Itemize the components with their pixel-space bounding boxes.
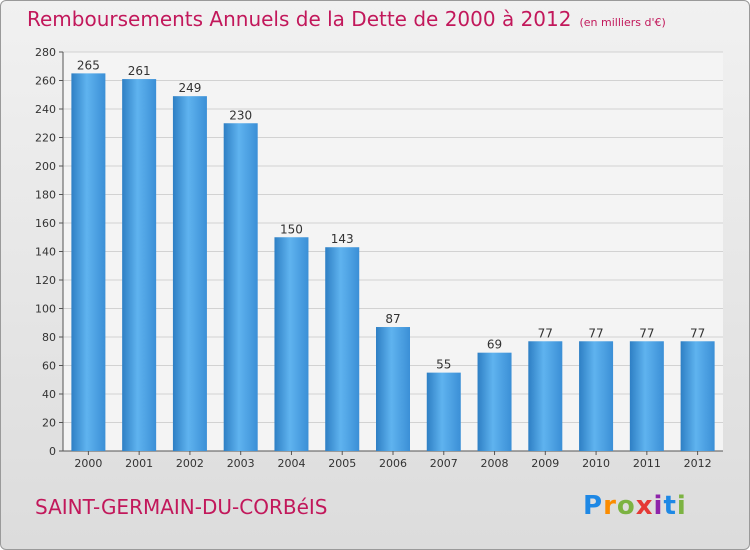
bar-2008 bbox=[477, 352, 512, 451]
title-text: Remboursements Annuels de la Dette de 20… bbox=[27, 7, 572, 31]
y-tick-label: 160 bbox=[35, 217, 56, 230]
data-label: 55 bbox=[436, 358, 451, 372]
data-label: 261 bbox=[128, 64, 151, 78]
y-tick-label: 40 bbox=[42, 388, 56, 401]
bar-2002 bbox=[172, 96, 207, 452]
bar-2004 bbox=[274, 237, 309, 451]
x-tick-label: 2000 bbox=[74, 457, 102, 470]
y-tick-label: 100 bbox=[35, 303, 56, 316]
y-tick-label: 80 bbox=[42, 331, 56, 344]
x-tick-label: 2007 bbox=[430, 457, 458, 470]
title-unit: (en milliers d'€) bbox=[579, 16, 666, 29]
y-tick-label: 240 bbox=[35, 103, 56, 116]
y-tick-label: 140 bbox=[35, 246, 56, 259]
bar-2009 bbox=[528, 341, 563, 451]
bar-2011 bbox=[629, 341, 664, 451]
data-label: 77 bbox=[588, 326, 603, 340]
x-tick-label: 2008 bbox=[481, 457, 509, 470]
x-tick-label: 2009 bbox=[531, 457, 559, 470]
bar-2010 bbox=[579, 341, 614, 451]
bar-2003 bbox=[223, 123, 258, 451]
bar-2005 bbox=[325, 247, 360, 451]
bar-2007 bbox=[426, 372, 461, 451]
data-label: 143 bbox=[331, 232, 354, 246]
proxiti-logo: Proxiti bbox=[583, 491, 687, 521]
bar-2000 bbox=[71, 73, 106, 451]
data-label: 77 bbox=[690, 326, 705, 340]
data-label: 249 bbox=[178, 81, 201, 95]
x-tick-label: 2001 bbox=[125, 457, 153, 470]
bar-2006 bbox=[376, 327, 410, 451]
data-label: 77 bbox=[538, 326, 553, 340]
chart-title: Remboursements Annuels de la Dette de 20… bbox=[27, 7, 666, 31]
x-tick-label: 2006 bbox=[379, 457, 407, 470]
data-label: 87 bbox=[385, 312, 400, 326]
x-tick-label: 2003 bbox=[227, 457, 255, 470]
y-tick-label: 200 bbox=[35, 160, 56, 173]
x-tick-label: 2010 bbox=[582, 457, 610, 470]
x-tick-label: 2002 bbox=[176, 457, 204, 470]
y-tick-label: 0 bbox=[49, 445, 56, 458]
data-label: 69 bbox=[487, 338, 502, 352]
bar-2012 bbox=[680, 341, 715, 451]
data-label: 77 bbox=[639, 326, 654, 340]
x-tick-label: 2004 bbox=[277, 457, 305, 470]
y-tick-label: 220 bbox=[35, 132, 56, 145]
y-tick-label: 20 bbox=[42, 417, 56, 430]
data-label: 265 bbox=[77, 58, 100, 72]
data-label: 230 bbox=[229, 108, 252, 122]
y-tick-label: 60 bbox=[42, 360, 56, 373]
data-label: 150 bbox=[280, 222, 303, 236]
y-tick-label: 260 bbox=[35, 75, 56, 88]
x-tick-label: 2011 bbox=[633, 457, 661, 470]
town-name: SAINT-GERMAIN-DU-CORBéIS bbox=[35, 495, 328, 519]
x-tick-label: 2012 bbox=[684, 457, 712, 470]
y-tick-label: 280 bbox=[35, 46, 56, 59]
y-tick-label: 120 bbox=[35, 274, 56, 287]
x-tick-label: 2005 bbox=[328, 457, 356, 470]
bar-2001 bbox=[122, 79, 157, 451]
y-tick-label: 180 bbox=[35, 189, 56, 202]
